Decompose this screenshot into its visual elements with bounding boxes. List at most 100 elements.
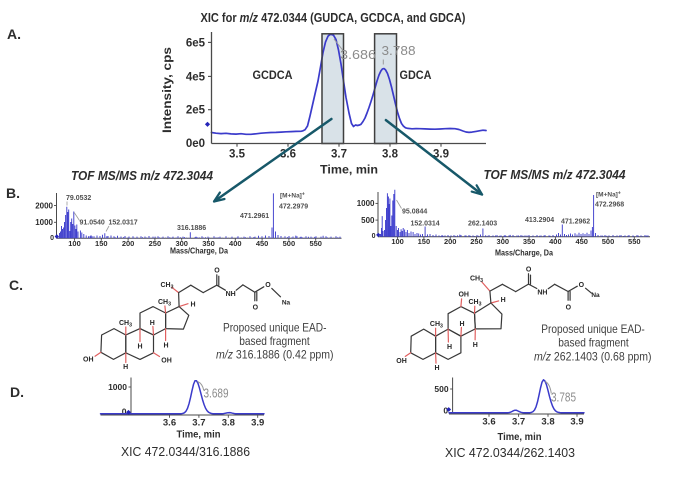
svg-text:200: 200: [444, 237, 457, 246]
svg-text:3.5: 3.5: [229, 149, 246, 161]
svg-text:OH: OH: [83, 357, 94, 364]
svg-text:100: 100: [391, 237, 404, 246]
svg-text:TOF MS/MS m/z 472.3044: TOF MS/MS m/z 472.3044: [484, 168, 626, 182]
svg-text:500: 500: [361, 216, 375, 225]
svg-text:91.0540: 91.0540: [80, 220, 105, 227]
svg-text:B.: B.: [6, 185, 20, 201]
svg-text:Time, min: Time, min: [498, 431, 542, 443]
svg-text:4e5: 4e5: [186, 71, 206, 83]
svg-text:450: 450: [575, 237, 588, 246]
svg-text:H: H: [459, 321, 464, 328]
svg-text:3.7: 3.7: [331, 149, 347, 161]
svg-text:H: H: [137, 343, 142, 350]
svg-text:500: 500: [283, 239, 296, 248]
svg-text:OH: OH: [396, 358, 407, 365]
svg-text:500: 500: [434, 384, 448, 394]
svg-text:XIC 472.0344/262.1403: XIC 472.0344/262.1403: [445, 446, 575, 460]
svg-text:0: 0: [50, 235, 54, 242]
svg-text:3.6: 3.6: [482, 417, 495, 428]
svg-text:H: H: [434, 365, 439, 372]
svg-text:O: O: [265, 282, 271, 289]
svg-text:Na: Na: [591, 292, 600, 299]
svg-text:3.7: 3.7: [512, 417, 525, 428]
svg-text:3.7: 3.7: [192, 418, 205, 429]
svg-text:550: 550: [309, 239, 322, 248]
svg-text:2e5: 2e5: [186, 105, 206, 117]
svg-text:OH: OH: [458, 291, 469, 298]
svg-text:XIC 472.0344/316.1886: XIC 472.0344/316.1886: [121, 445, 250, 459]
svg-text:1000: 1000: [108, 382, 127, 392]
svg-text:3.6: 3.6: [163, 418, 176, 429]
svg-text:Mass/Charge, Da: Mass/Charge, Da: [495, 248, 553, 257]
svg-text:3.8: 3.8: [541, 417, 554, 428]
svg-text:based fragment: based fragment: [558, 336, 629, 350]
svg-text:A.: A.: [7, 26, 21, 42]
svg-text:550: 550: [628, 237, 641, 246]
svg-text:150: 150: [95, 239, 108, 248]
svg-text:400: 400: [229, 239, 242, 248]
svg-text:400: 400: [549, 237, 562, 246]
svg-text:Intensity, cps: Intensity, cps: [162, 47, 174, 133]
svg-text:300: 300: [497, 237, 510, 246]
svg-text:150: 150: [418, 237, 431, 246]
svg-text:500: 500: [602, 237, 615, 246]
svg-text:C.: C.: [9, 277, 23, 293]
svg-text:O: O: [566, 305, 572, 312]
svg-text:3.9: 3.9: [251, 418, 264, 429]
svg-text:0e0: 0e0: [186, 138, 205, 150]
svg-text:3.9: 3.9: [570, 417, 583, 428]
svg-text:based fragment: based fragment: [239, 334, 310, 348]
svg-text:413.2904: 413.2904: [525, 217, 554, 224]
svg-text:GDCA: GDCA: [400, 70, 432, 82]
svg-text:471.2962: 471.2962: [561, 219, 590, 226]
svg-text:Proposed unique EAD-: Proposed unique EAD-: [541, 322, 645, 336]
svg-text:250: 250: [470, 237, 483, 246]
svg-text:95.0844: 95.0844: [402, 209, 427, 216]
svg-text:3.8: 3.8: [382, 149, 399, 161]
svg-text:200: 200: [122, 239, 135, 248]
svg-text:471.2961: 471.2961: [240, 213, 269, 220]
svg-text:450: 450: [256, 239, 269, 248]
svg-text:Time, min: Time, min: [320, 162, 378, 176]
svg-text:H: H: [163, 343, 168, 350]
svg-text:TOF MS/MS m/z 472.3044: TOF MS/MS m/z 472.3044: [71, 169, 213, 183]
svg-text:316.1886: 316.1886: [177, 225, 206, 232]
svg-text:2000: 2000: [35, 201, 53, 210]
svg-text:H: H: [150, 320, 155, 327]
svg-text:H: H: [123, 364, 128, 371]
svg-text:100: 100: [68, 239, 81, 248]
svg-text:472.2979: 472.2979: [279, 204, 308, 211]
svg-text:H: H: [501, 297, 506, 304]
svg-text:O: O: [214, 268, 220, 275]
svg-text:0: 0: [372, 233, 376, 240]
svg-text:m/z 316.1886 (0.42 ppm): m/z 316.1886 (0.42 ppm): [216, 348, 334, 362]
svg-text:79.0532: 79.0532: [66, 195, 91, 202]
svg-text:1000: 1000: [357, 199, 375, 208]
svg-text:3.785: 3.785: [551, 391, 576, 405]
svg-text:350: 350: [523, 237, 536, 246]
svg-text:[M+Na]+: [M+Na]+: [596, 191, 621, 199]
svg-text:152.0314: 152.0314: [411, 220, 440, 227]
svg-text:3.689: 3.689: [204, 387, 229, 401]
svg-text:O: O: [526, 267, 532, 274]
svg-text:262.1403: 262.1403: [468, 221, 497, 228]
svg-text:H: H: [190, 302, 195, 309]
svg-text:Time, min: Time, min: [177, 428, 221, 440]
svg-text:GCDCA: GCDCA: [253, 70, 293, 82]
svg-text:472.2968: 472.2968: [595, 202, 624, 209]
svg-text:152.0317: 152.0317: [109, 220, 138, 227]
svg-text:Mass/Charge, Da: Mass/Charge, Da: [170, 246, 228, 255]
svg-text:Na: Na: [282, 299, 291, 306]
svg-text:Proposed unique EAD-: Proposed unique EAD-: [223, 321, 327, 335]
svg-text:[M+Na]+: [M+Na]+: [280, 192, 305, 200]
svg-text:250: 250: [149, 239, 162, 248]
svg-text:H: H: [447, 344, 452, 351]
svg-text:NH: NH: [537, 289, 547, 296]
svg-text:3.686: 3.686: [340, 48, 376, 62]
svg-text:H: H: [473, 342, 478, 349]
svg-text:m/z 262.1403 (0.68 ppm): m/z 262.1403 (0.68 ppm): [534, 349, 652, 363]
svg-text:1000: 1000: [35, 218, 53, 227]
svg-text:XIC for m/z 472.0344 (GUDCA, G: XIC for m/z 472.0344 (GUDCA, GCDCA, and …: [201, 10, 466, 25]
svg-text:NH: NH: [226, 291, 236, 298]
svg-text:D.: D.: [10, 384, 24, 400]
